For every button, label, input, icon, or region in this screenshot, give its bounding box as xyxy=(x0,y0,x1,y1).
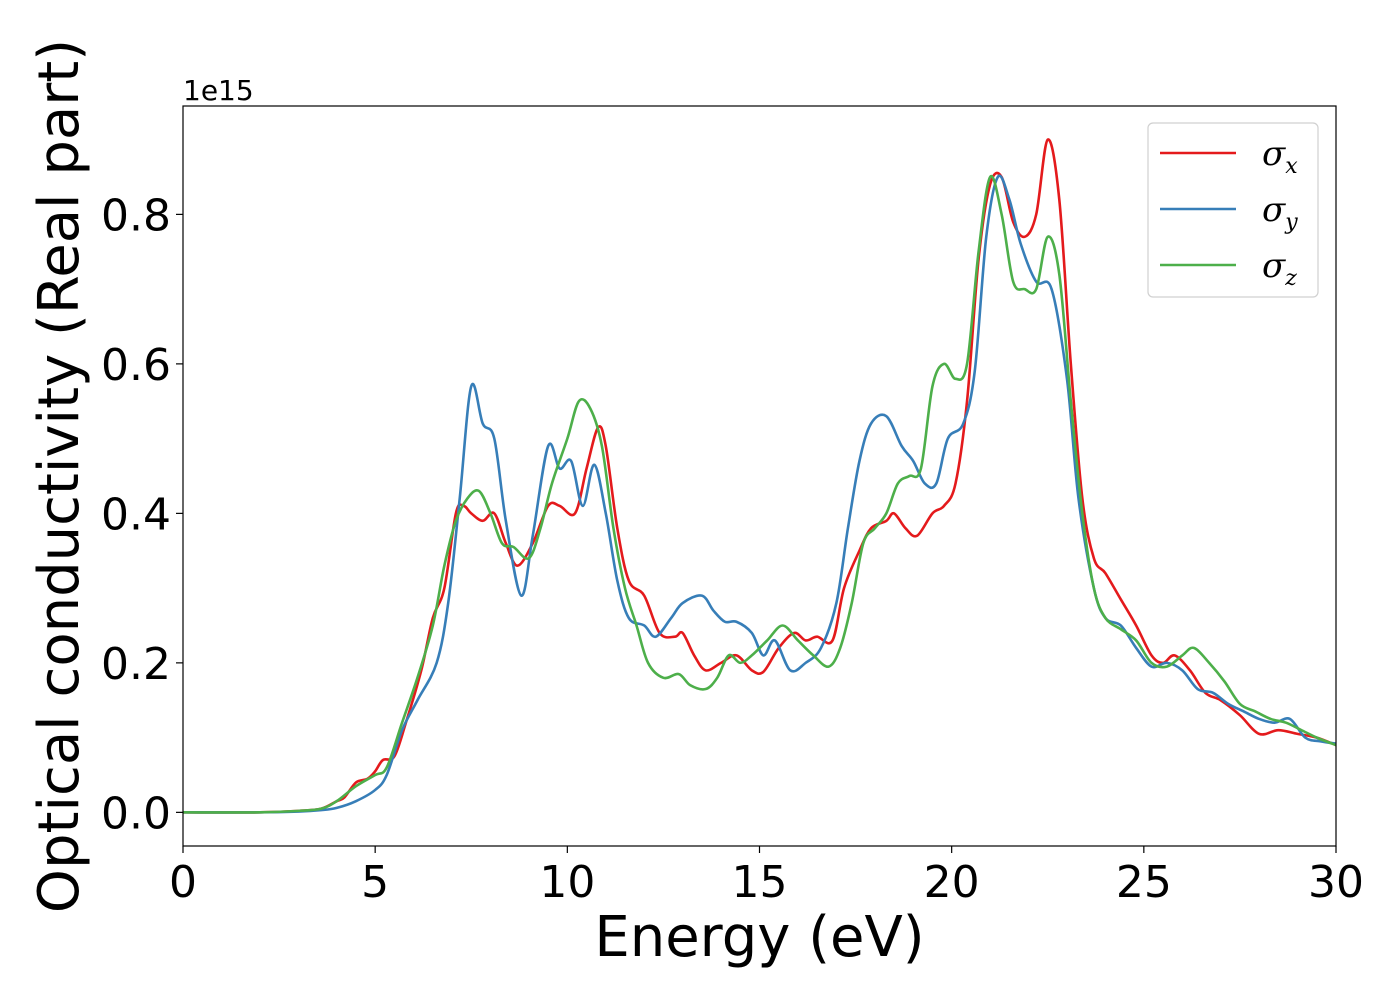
y-tick-label: 0.0 xyxy=(101,788,171,839)
legend-entries: σx σy σz xyxy=(1160,134,1298,291)
x-tick-label: 25 xyxy=(1116,857,1172,908)
x-tick-label: 10 xyxy=(539,857,595,908)
legend-label-y: σy xyxy=(1262,190,1298,235)
y-tick-label: 0.6 xyxy=(101,340,171,391)
x-tick-label: 0 xyxy=(169,857,197,908)
legend-label-x: σx xyxy=(1262,134,1298,179)
x-axis-title: Energy (eV) xyxy=(594,905,924,970)
y-offset-label: 1e15 xyxy=(183,74,254,107)
x-tick-label: 5 xyxy=(361,857,389,908)
series-line-x xyxy=(183,138,1336,814)
legend-label-z: σz xyxy=(1262,246,1297,291)
y-axis-ticks: 0.0 0.2 0.4 0.6 0.8 xyxy=(101,190,183,839)
y-axis-title: Optical conductivity (Real part) xyxy=(27,39,92,913)
legend: σx σy σz xyxy=(1147,122,1319,298)
x-tick-label: 15 xyxy=(732,857,788,908)
series-line-y xyxy=(183,174,1336,814)
y-tick-label: 0.2 xyxy=(101,639,171,690)
x-axis-ticks: 0 5 10 15 20 25 30 xyxy=(169,846,1364,908)
x-tick-label: 30 xyxy=(1308,857,1364,908)
series-line-z xyxy=(183,174,1336,814)
y-tick-label: 0.4 xyxy=(101,489,171,540)
x-tick-label: 20 xyxy=(924,857,980,908)
series-layer xyxy=(183,138,1336,814)
y-tick-label: 0.8 xyxy=(101,190,171,241)
